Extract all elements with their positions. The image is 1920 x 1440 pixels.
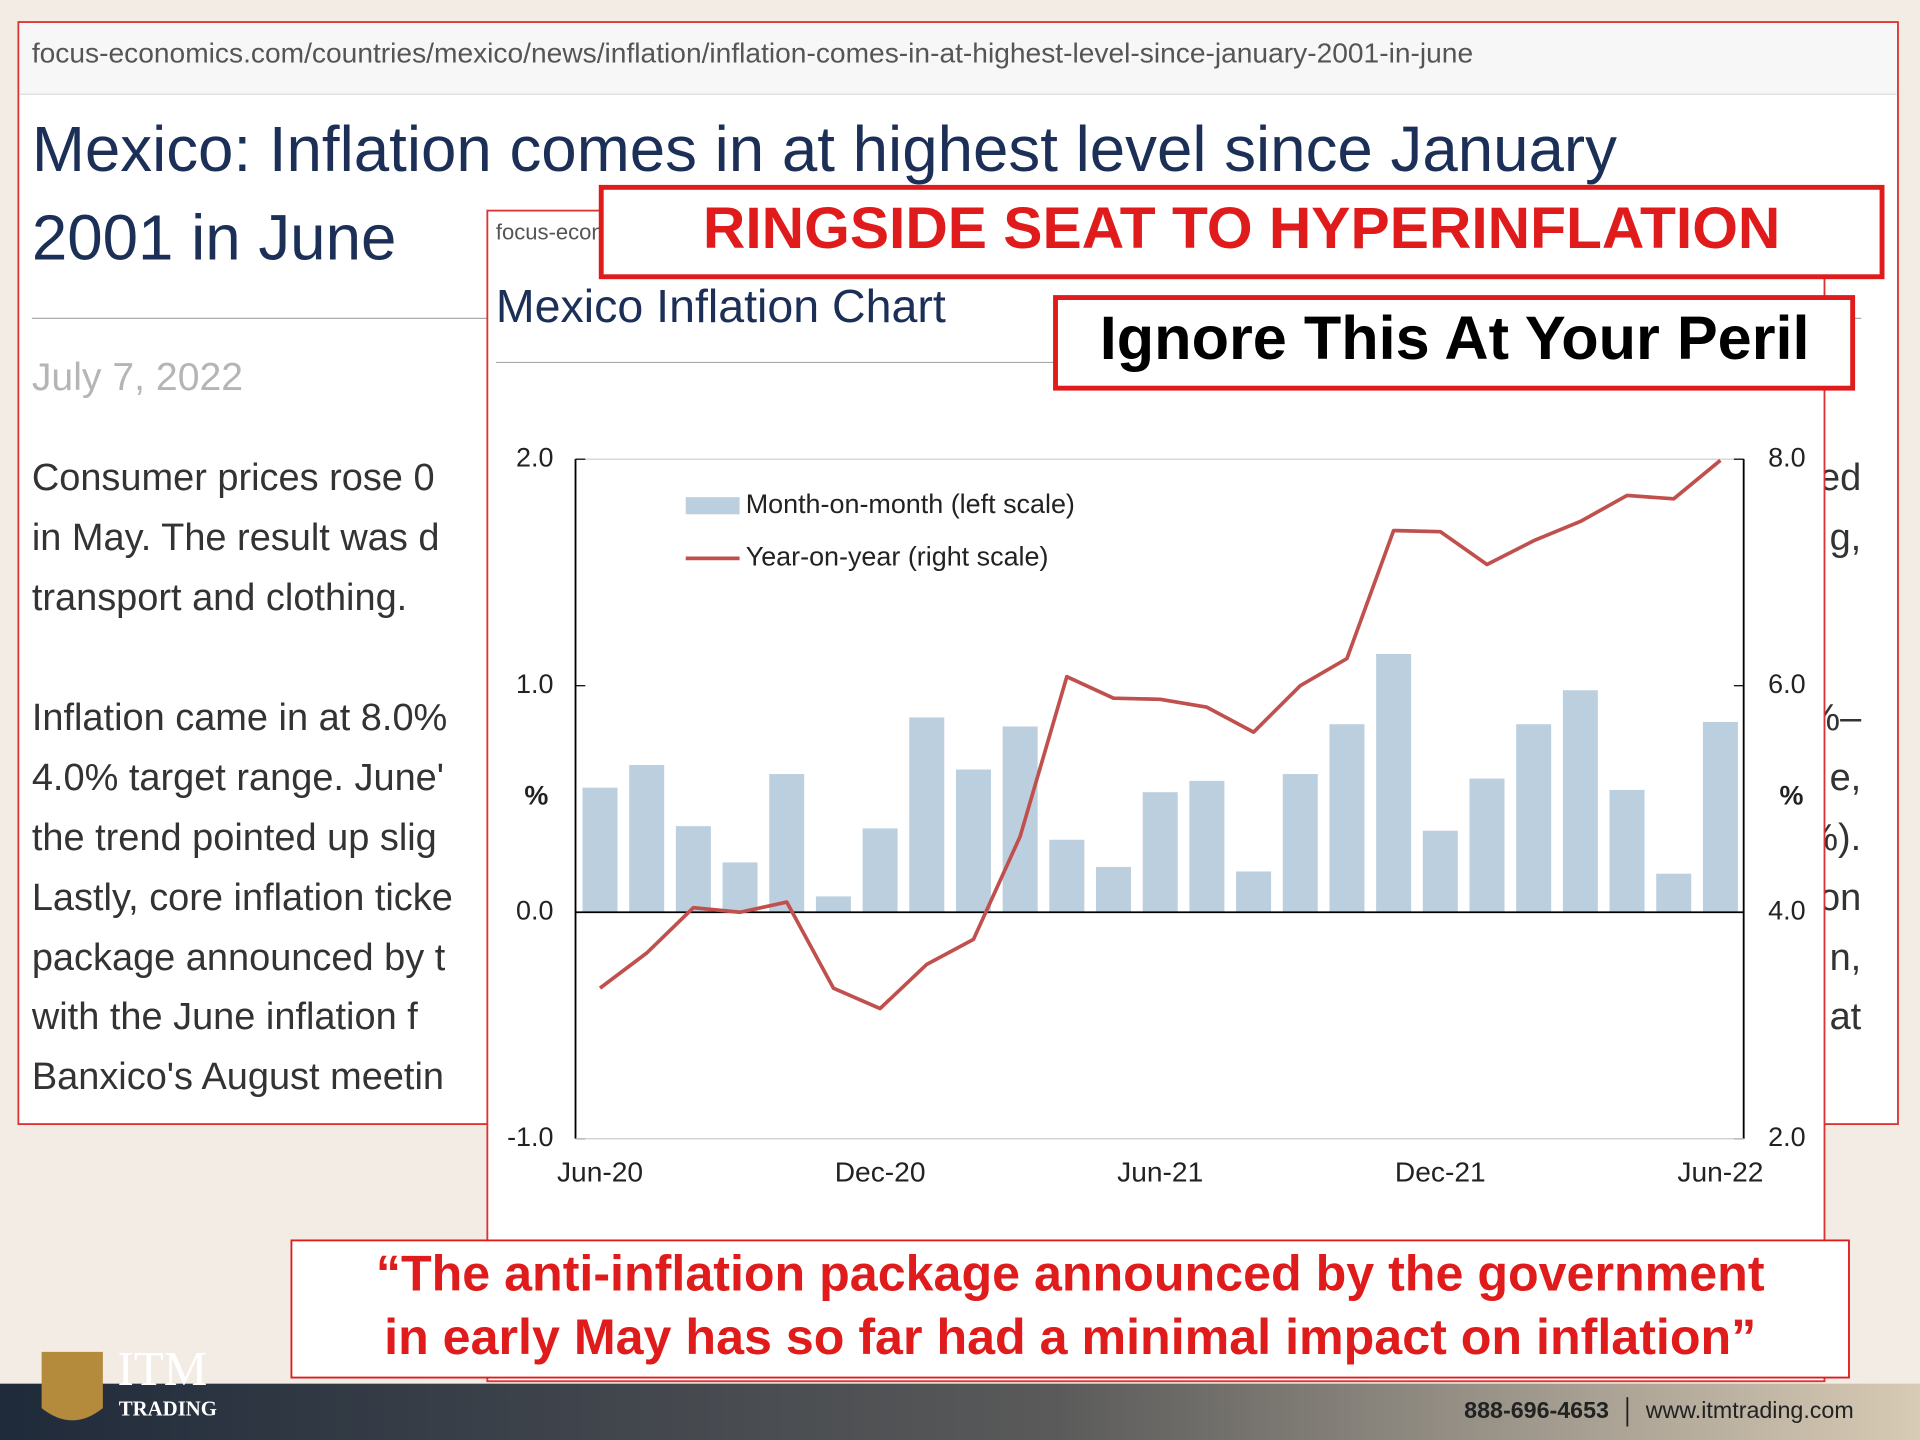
body-fragment: ed — [1819, 457, 1861, 499]
bar — [909, 717, 945, 913]
y2-tick-label: 6.0 — [1768, 669, 1805, 699]
body-fragment: g, — [1830, 517, 1862, 559]
article-title: 2001 in June — [32, 202, 397, 273]
body-fragment: on — [1819, 877, 1861, 919]
article-date: July 7, 2022 — [32, 356, 243, 399]
footer-phone: 888-696-4653 — [1464, 1397, 1609, 1423]
bar — [1376, 654, 1412, 913]
plot: -1.0 0.0 1.0 2.0 2.0 4.0 6.0 8.0% % Jun-20 Dec-20 J… — [507, 442, 1806, 1187]
body-line: the trend pointed up slig — [32, 817, 437, 859]
bar — [1049, 839, 1085, 913]
bar — [1656, 873, 1692, 913]
y2-tick-label: 4.0 — [1768, 895, 1805, 925]
body-line: package announced by t — [32, 937, 446, 979]
legend-swatch — [685, 497, 740, 515]
body-fragment: e, — [1830, 757, 1862, 799]
bar — [1516, 724, 1552, 913]
legend-label: Month-on-month (left scale) — [746, 489, 1075, 519]
body-line: in May. The result was d — [32, 517, 440, 559]
x-tick-label: Jun-21 — [1117, 1157, 1203, 1188]
bar — [1096, 866, 1132, 913]
bar — [582, 787, 618, 913]
y-axis-label: % — [524, 780, 548, 810]
bar — [1142, 792, 1178, 913]
y-tick-label: 2.0 — [516, 442, 553, 472]
line — [598, 458, 1722, 1011]
bar — [1422, 830, 1458, 913]
bar — [862, 828, 898, 913]
bar — [722, 862, 758, 913]
headline-box — [598, 184, 1885, 280]
chart-title: Mexico Inflation Chart — [496, 280, 946, 332]
article-url: focus-economics.com/countries/mexico/new… — [32, 38, 1473, 69]
headline: RINGSIDE SEAT TO HYPERINFLATION — [703, 196, 1780, 261]
logo-bottom: TRADING — [119, 1396, 217, 1420]
footer-bar — [0, 1383, 1920, 1440]
logo-top: ITM — [118, 1341, 208, 1396]
bar — [1236, 871, 1272, 913]
warning: Ignore This At Your Peril — [1100, 304, 1810, 372]
body-fragment: at — [1830, 996, 1862, 1038]
article-title: Mexico: Inflation comes in at highest le… — [32, 114, 1617, 185]
bar — [629, 765, 665, 913]
quote-line: in early May has so far had a minimal im… — [384, 1309, 1756, 1365]
bar — [1469, 778, 1505, 913]
body-line: transport and clothing. — [32, 577, 407, 619]
bar — [1702, 721, 1738, 913]
body-line: 4.0% target range. June' — [32, 757, 444, 799]
y2-axis-label: % — [1779, 780, 1803, 810]
quote-box — [290, 1239, 1850, 1379]
url-bar — [19, 23, 1897, 95]
chart-panel-url: focus-econ — [496, 220, 604, 245]
logo-shield — [41, 1351, 103, 1421]
bar — [1329, 724, 1365, 913]
legend-label: Year-on-year (right scale) — [746, 541, 1049, 571]
bar — [769, 774, 805, 913]
article-body: Consumer prices rose 0 in May. The result… — [31, 457, 1862, 1098]
bar — [955, 769, 991, 913]
body-line: with the June inflation f — [31, 996, 418, 1038]
body-line: Inflation came in at 8.0% — [32, 697, 447, 739]
y-tick-label: 1.0 — [516, 669, 553, 699]
warning-box — [1053, 295, 1856, 391]
y-tick-label: -1.0 — [507, 1122, 553, 1152]
bar — [1002, 726, 1038, 913]
x-tick-label: Dec-21 — [1395, 1157, 1486, 1188]
x-tick-label: Jun-22 — [1677, 1157, 1763, 1188]
x-tick-label: Jun-20 — [557, 1157, 643, 1188]
bar — [1282, 774, 1318, 913]
body-line: Consumer prices rose 0 — [32, 457, 435, 499]
y2-tick-label: 2.0 — [1768, 1122, 1805, 1152]
bar — [1562, 690, 1598, 913]
quote-line: “The anti-inflation package announced by… — [376, 1245, 1765, 1301]
body-fragment: n, — [1830, 937, 1862, 979]
y-tick-label: 0.0 — [516, 895, 553, 925]
bar — [815, 896, 851, 913]
x-tick-label: Dec-20 — [835, 1157, 926, 1188]
bar — [1189, 780, 1225, 913]
y2-tick-label: 8.0 — [1768, 442, 1805, 472]
footer-website: www.itmtrading.com — [1645, 1397, 1854, 1423]
body-line: Banxico's August meetin — [32, 1056, 444, 1098]
bar — [675, 826, 711, 913]
body-line: Lastly, core inflation ticke — [32, 877, 453, 919]
bar — [1609, 789, 1645, 913]
